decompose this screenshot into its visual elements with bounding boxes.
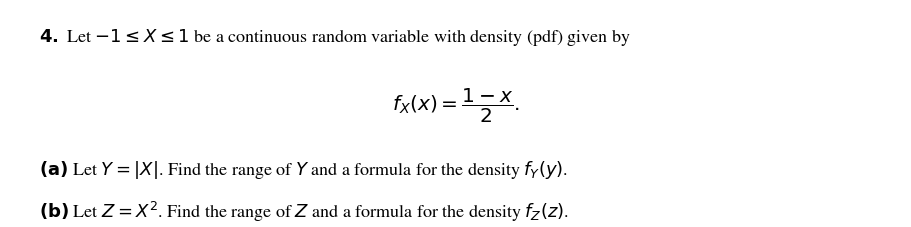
Text: $\mathbf{(a)}$ Let $Y = |X|$. Find the range of $Y$ and a formula for the densit: $\mathbf{(a)}$ Let $Y = |X|$. Find the r… — [39, 159, 568, 181]
Text: $f_X(x) = \dfrac{1 - x}{2}.$: $f_X(x) = \dfrac{1 - x}{2}.$ — [392, 86, 519, 125]
Text: $\mathbf{4.}$ Let $-1 \leq X \leq 1$ be a continuous random variable with densit: $\mathbf{4.}$ Let $-1 \leq X \leq 1$ be … — [39, 27, 631, 48]
Text: $\mathbf{(b)}$ Let $Z = X^2$. Find the range of $Z$ and a formula for the densit: $\mathbf{(b)}$ Let $Z = X^2$. Find the r… — [39, 200, 569, 224]
